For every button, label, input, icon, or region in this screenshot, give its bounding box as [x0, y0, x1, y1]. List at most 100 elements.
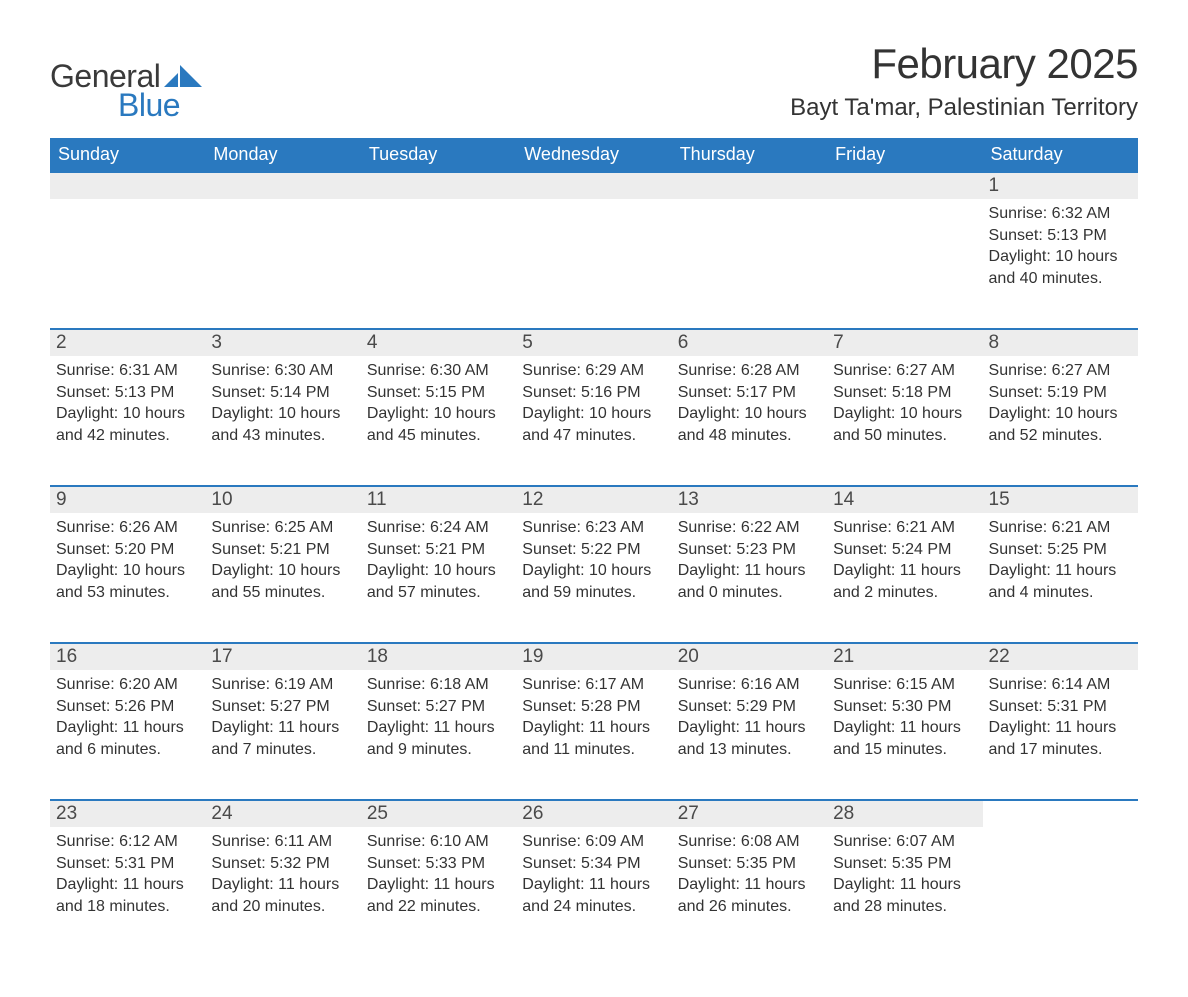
day-body-cell: Sunrise: 6:30 AMSunset: 5:15 PMDaylight:…	[361, 356, 516, 486]
day-number-cell: 28	[827, 800, 982, 827]
day-number: 26	[522, 803, 543, 824]
day-number-cell: 8	[983, 329, 1138, 356]
weekday-header: Friday	[827, 138, 982, 172]
day-body-cell: Sunrise: 6:23 AMSunset: 5:22 PMDaylight:…	[516, 513, 671, 643]
sunrise-text: Sunrise: 6:09 AM	[522, 831, 665, 853]
sunrise-text: Sunrise: 6:17 AM	[522, 674, 665, 696]
day-number: 23	[56, 803, 77, 824]
daylight-text: Daylight: 11 hours and 18 minutes.	[56, 874, 199, 917]
day-number-cell: 6	[672, 329, 827, 356]
sunset-text: Sunset: 5:32 PM	[211, 853, 354, 875]
day-body-cell: Sunrise: 6:32 AMSunset: 5:13 PMDaylight:…	[983, 199, 1138, 329]
day-number: 5	[522, 332, 533, 353]
day-body-cell: Sunrise: 6:24 AMSunset: 5:21 PMDaylight:…	[361, 513, 516, 643]
daylight-text: Daylight: 10 hours and 55 minutes.	[211, 560, 354, 603]
daylight-text: Daylight: 10 hours and 52 minutes.	[989, 403, 1132, 446]
day-number-cell: 7	[827, 329, 982, 356]
weekday-header: Sunday	[50, 138, 205, 172]
day-number-cell: 13	[672, 486, 827, 513]
sunset-text: Sunset: 5:19 PM	[989, 382, 1132, 404]
sunrise-text: Sunrise: 6:27 AM	[833, 360, 976, 382]
day-number: 13	[678, 489, 699, 510]
empty-cell	[827, 172, 982, 199]
day-body-cell: Sunrise: 6:28 AMSunset: 5:17 PMDaylight:…	[672, 356, 827, 486]
sunset-text: Sunset: 5:22 PM	[522, 539, 665, 561]
day-number: 10	[211, 489, 232, 510]
day-body-cell: Sunrise: 6:20 AMSunset: 5:26 PMDaylight:…	[50, 670, 205, 800]
weekday-header: Thursday	[672, 138, 827, 172]
day-number: 3	[211, 332, 222, 353]
daylight-text: Daylight: 11 hours and 7 minutes.	[211, 717, 354, 760]
day-body-cell: Sunrise: 6:19 AMSunset: 5:27 PMDaylight:…	[205, 670, 360, 800]
sunrise-text: Sunrise: 6:27 AM	[989, 360, 1132, 382]
daylight-text: Daylight: 11 hours and 17 minutes.	[989, 717, 1132, 760]
day-number-cell: 14	[827, 486, 982, 513]
day-body-cell: Sunrise: 6:26 AMSunset: 5:20 PMDaylight:…	[50, 513, 205, 643]
day-number: 6	[678, 332, 689, 353]
daylight-text: Daylight: 11 hours and 28 minutes.	[833, 874, 976, 917]
day-number-cell: 9	[50, 486, 205, 513]
daylight-text: Daylight: 11 hours and 20 minutes.	[211, 874, 354, 917]
sunset-text: Sunset: 5:23 PM	[678, 539, 821, 561]
day-body-cell: Sunrise: 6:27 AMSunset: 5:18 PMDaylight:…	[827, 356, 982, 486]
day-number: 15	[989, 489, 1010, 510]
sunrise-text: Sunrise: 6:21 AM	[833, 517, 976, 539]
sunrise-text: Sunrise: 6:23 AM	[522, 517, 665, 539]
day-body-cell: Sunrise: 6:27 AMSunset: 5:19 PMDaylight:…	[983, 356, 1138, 486]
sunset-text: Sunset: 5:27 PM	[367, 696, 510, 718]
day-body-cell: Sunrise: 6:10 AMSunset: 5:33 PMDaylight:…	[361, 827, 516, 957]
day-body-cell: Sunrise: 6:18 AMSunset: 5:27 PMDaylight:…	[361, 670, 516, 800]
day-number: 14	[833, 489, 854, 510]
day-body-cell: Sunrise: 6:12 AMSunset: 5:31 PMDaylight:…	[50, 827, 205, 957]
empty-cell	[361, 172, 516, 199]
day-number-cell: 16	[50, 643, 205, 670]
day-body-cell: Sunrise: 6:16 AMSunset: 5:29 PMDaylight:…	[672, 670, 827, 800]
empty-cell	[361, 199, 516, 329]
day-number-cell: 12	[516, 486, 671, 513]
sunset-text: Sunset: 5:15 PM	[367, 382, 510, 404]
sunrise-text: Sunrise: 6:16 AM	[678, 674, 821, 696]
day-number-row: 2345678	[50, 329, 1138, 356]
location-label: Bayt Ta'mar, Palestinian Territory	[790, 94, 1138, 122]
day-body-cell: Sunrise: 6:08 AMSunset: 5:35 PMDaylight:…	[672, 827, 827, 957]
day-body-cell: Sunrise: 6:25 AMSunset: 5:21 PMDaylight:…	[205, 513, 360, 643]
daylight-text: Daylight: 10 hours and 42 minutes.	[56, 403, 199, 446]
day-body-cell: Sunrise: 6:22 AMSunset: 5:23 PMDaylight:…	[672, 513, 827, 643]
sunrise-text: Sunrise: 6:15 AM	[833, 674, 976, 696]
daylight-text: Daylight: 11 hours and 13 minutes.	[678, 717, 821, 760]
sunrise-text: Sunrise: 6:24 AM	[367, 517, 510, 539]
day-body-cell: Sunrise: 6:11 AMSunset: 5:32 PMDaylight:…	[205, 827, 360, 957]
sunset-text: Sunset: 5:21 PM	[211, 539, 354, 561]
day-number-cell: 20	[672, 643, 827, 670]
sunrise-text: Sunrise: 6:30 AM	[367, 360, 510, 382]
day-number-cell: 24	[205, 800, 360, 827]
daylight-text: Daylight: 11 hours and 9 minutes.	[367, 717, 510, 760]
day-body-cell: Sunrise: 6:21 AMSunset: 5:24 PMDaylight:…	[827, 513, 982, 643]
day-number-cell: 25	[361, 800, 516, 827]
sunset-text: Sunset: 5:33 PM	[367, 853, 510, 875]
day-number-row: 9101112131415	[50, 486, 1138, 513]
day-number: 19	[522, 646, 543, 667]
day-body-cell: Sunrise: 6:30 AMSunset: 5:14 PMDaylight:…	[205, 356, 360, 486]
day-body-row: Sunrise: 6:32 AMSunset: 5:13 PMDaylight:…	[50, 199, 1138, 329]
day-number-cell: 4	[361, 329, 516, 356]
sunset-text: Sunset: 5:14 PM	[211, 382, 354, 404]
sunrise-text: Sunrise: 6:31 AM	[56, 360, 199, 382]
empty-cell	[983, 827, 1138, 957]
sunrise-text: Sunrise: 6:21 AM	[989, 517, 1132, 539]
sunset-text: Sunset: 5:16 PM	[522, 382, 665, 404]
weekday-header: Monday	[205, 138, 360, 172]
daylight-text: Daylight: 11 hours and 24 minutes.	[522, 874, 665, 917]
sunset-text: Sunset: 5:25 PM	[989, 539, 1132, 561]
sunrise-text: Sunrise: 6:32 AM	[989, 203, 1132, 225]
day-body-cell: Sunrise: 6:14 AMSunset: 5:31 PMDaylight:…	[983, 670, 1138, 800]
weekday-header: Wednesday	[516, 138, 671, 172]
daylight-text: Daylight: 11 hours and 4 minutes.	[989, 560, 1132, 603]
day-number-row: 16171819202122	[50, 643, 1138, 670]
day-number: 18	[367, 646, 388, 667]
sunrise-text: Sunrise: 6:29 AM	[522, 360, 665, 382]
day-body-row: Sunrise: 6:20 AMSunset: 5:26 PMDaylight:…	[50, 670, 1138, 800]
sunset-text: Sunset: 5:21 PM	[367, 539, 510, 561]
day-number-row: 232425262728	[50, 800, 1138, 827]
day-number-cell: 17	[205, 643, 360, 670]
